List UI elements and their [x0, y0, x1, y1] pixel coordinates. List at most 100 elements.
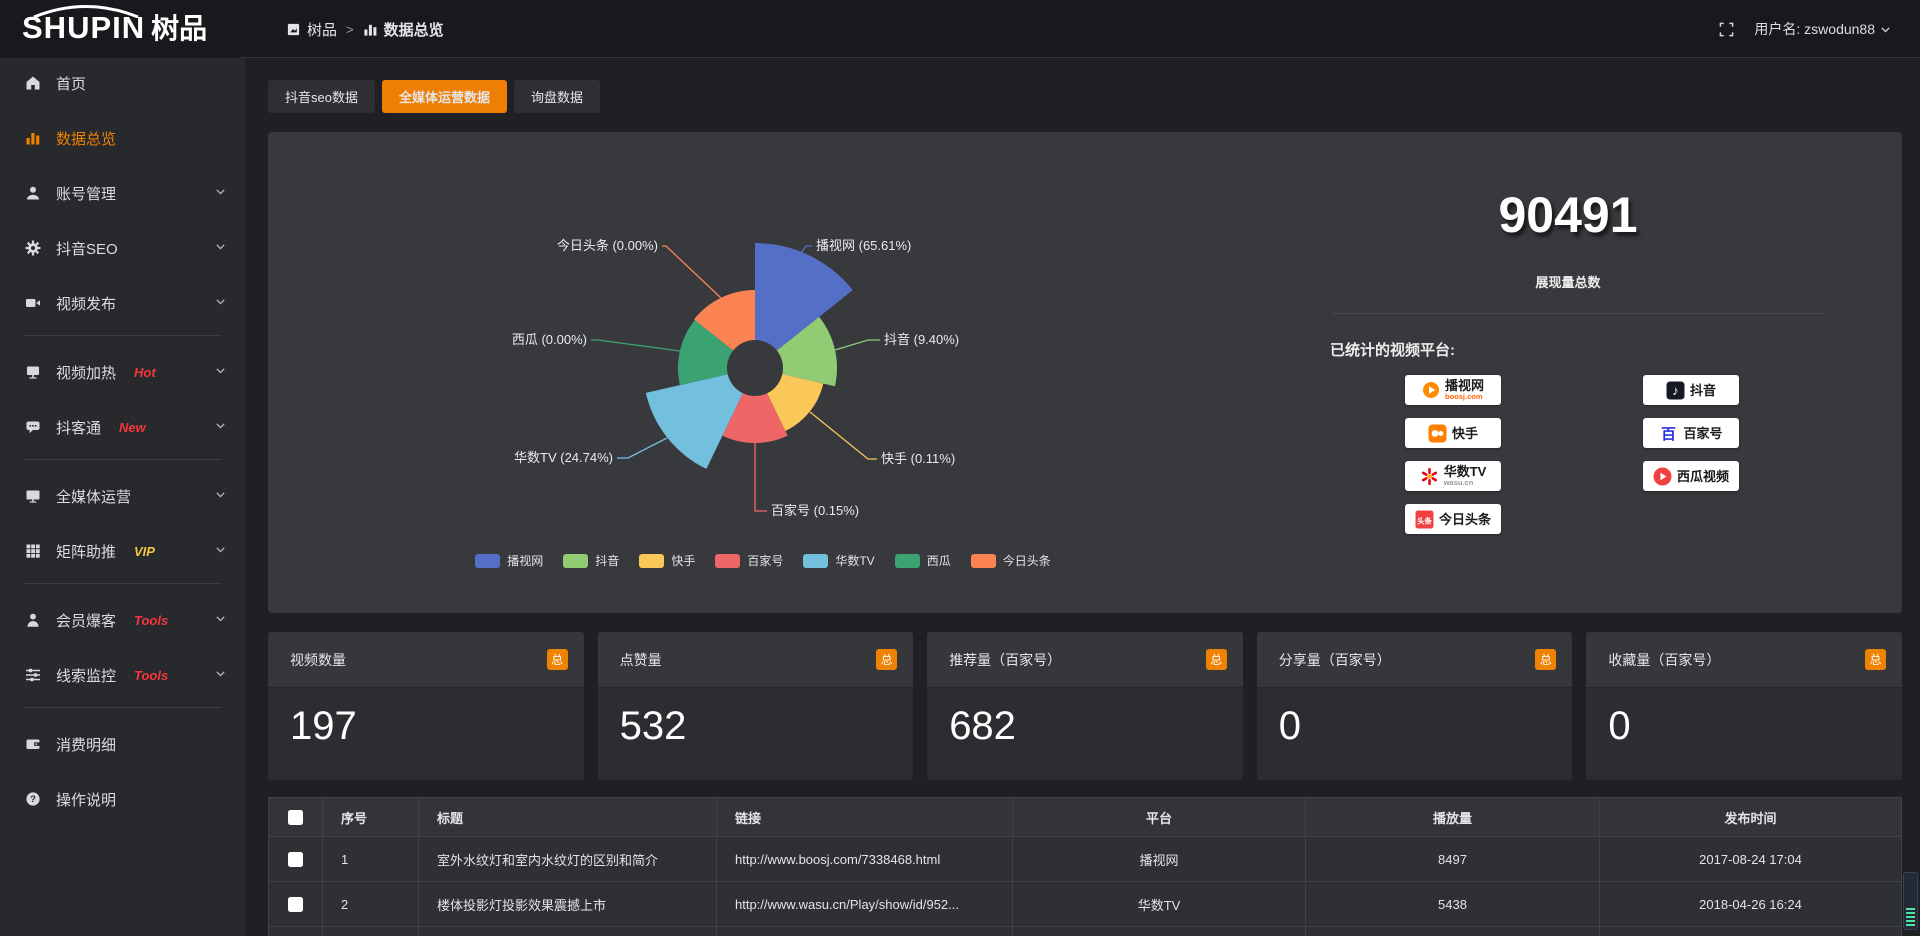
row-checkbox[interactable] [288, 896, 303, 912]
pie-slice-西瓜[interactable] [678, 319, 734, 386]
tab-label: 抖音seo数据 [285, 90, 358, 105]
stat-card-value: 197 [290, 704, 357, 748]
total-badge: 总 [876, 649, 898, 670]
platform-badge-百家号[interactable]: 百百家号 [1643, 418, 1739, 448]
douyin-icon: ♪ [1666, 381, 1685, 399]
cell-title-link[interactable]: 楼体投影灯投影效果震撼上市 [419, 882, 717, 927]
main-content: 抖音seo数据 全媒体运营数据 询盘数据 播视网 (65.61%) 抖音 (9.40%… [268, 58, 1902, 936]
legend-item-快手[interactable]: 快手 [639, 552, 695, 569]
legend-item-今日头条[interactable]: 今日头条 [970, 552, 1051, 569]
stat-card-title: 分享量（百家号） [1278, 651, 1391, 668]
sidebar-item-抖客通[interactable]: 抖客通 New [0, 404, 245, 450]
legend-label: 播视网 [507, 554, 544, 568]
chart-legend: 播视网 抖音 快手 百家号 华数TV 西瓜 今日头条 [268, 552, 1258, 569]
legend-item-华数TV[interactable]: 华数TV [803, 552, 875, 569]
pie-label: 百家号 (0.15%) [771, 503, 859, 518]
sidebar-item-线索监控[interactable]: 线索监控 Tools [0, 652, 245, 698]
chevron-down-icon [216, 422, 225, 428]
legend-swatch [715, 553, 741, 568]
breadcrumb-item[interactable]: 树品 [286, 19, 337, 40]
platform-badge-今日头条[interactable]: 头条 今日头条 [1405, 504, 1501, 534]
pie-slice-今日头条[interactable] [694, 290, 755, 351]
stat-card-title: 点赞量 [619, 651, 662, 668]
tab-询盘数据[interactable]: 询盘数据 [513, 80, 600, 113]
topbar: SHUPIN 树品 树品 > 数据总览 用户名: zswodun88 [0, 0, 1920, 58]
sidebar-item-label: 视频加热 [56, 364, 117, 382]
col-header-title: 标题 [419, 798, 717, 837]
platform-badge-西瓜视频[interactable]: 西瓜视频 [1643, 461, 1739, 491]
stat-card-value: 0 [1608, 704, 1631, 748]
svg-text:头条: 头条 [1417, 515, 1433, 525]
sidebar-item-操作说明[interactable]: ? 操作说明 [0, 776, 245, 822]
sidebar-item-消费明细[interactable]: 消费明细 [0, 721, 245, 767]
stat-card-收藏量（百家号）: 收藏量（百家号） 总 0 [1586, 632, 1902, 780]
legend-item-播视网[interactable]: 播视网 [475, 552, 543, 569]
summary-divider [1332, 313, 1824, 314]
sidebar-item-视频加热[interactable]: 视频加热 Hot [0, 349, 245, 395]
sidebar-item-全媒体运营[interactable]: 全媒体运营 [0, 473, 245, 519]
sidebar-item-badge: New [119, 419, 146, 435]
sidebar-item-label: 全媒体运营 [56, 488, 132, 506]
fullscreen-icon [1720, 22, 1734, 36]
stat-card-视频数量: 视频数量 总 197 [268, 632, 584, 780]
pie-slice-抖音[interactable] [776, 316, 837, 387]
pie-slice-快手[interactable] [767, 374, 824, 432]
legend-item-抖音[interactable]: 抖音 [563, 552, 619, 569]
sidebar-item-label: 消费明细 [56, 736, 117, 754]
kuaishou-icon [1428, 424, 1447, 442]
cell-plays: 5438 [1306, 882, 1600, 927]
cell-url-link[interactable]: http://www.wasu.cn/Play/show/id/952... [717, 882, 1013, 927]
pie-slice-播视网[interactable] [755, 243, 853, 351]
tab-label: 询盘数据 [530, 90, 583, 105]
app-logo: SHUPIN 树品 [22, 5, 207, 48]
legend-item-西瓜[interactable]: 西瓜 [894, 552, 951, 569]
cell-url-link[interactable]: http://www.boosj.com/7338468.html [717, 837, 1013, 882]
sidebar-item-会员爆客[interactable]: 会员爆客 Tools [0, 597, 245, 643]
chart-panel: 播视网 (65.61%) 抖音 (9.40%) 快手 (0.11%) 百家号 (0.1… [268, 132, 1902, 613]
legend-item-百家号[interactable]: 百家号 [715, 552, 783, 569]
chevron-down-icon [1881, 26, 1890, 32]
breadcrumb-item[interactable]: 数据总览 [363, 19, 444, 40]
app-icon [287, 23, 300, 35]
tab-label: 全媒体运营数据 [398, 90, 490, 105]
table-row: 2 楼体投影灯投影效果震撼上市 http://www.wasu.cn/Play/sh… [269, 882, 1901, 927]
sidebar-item-账号管理[interactable]: 账号管理 [0, 170, 245, 216]
platform-badge-快手[interactable]: 快手 [1405, 418, 1501, 448]
sidebar-item-视频发布[interactable]: 视频发布 [0, 280, 245, 326]
row-checkbox[interactable] [288, 851, 303, 867]
sidebar: 首页数据总览账号管理抖音SEO 视频发布视频加热 Hot 抖客通 New 全媒体运营矩阵助… [0, 58, 245, 936]
stat-card-分享量（百家号）: 分享量（百家号） 总 0 [1256, 632, 1573, 780]
user-menu[interactable]: 用户名: zswodun88 [1754, 19, 1892, 39]
legend-swatch [803, 553, 829, 568]
floating-scroll-widget[interactable] [1903, 872, 1918, 930]
chevron-down-icon [216, 670, 225, 676]
pie-label: 华数TV (24.74%) [514, 450, 613, 465]
sidebar-item-数据总览[interactable]: 数据总览 [0, 115, 245, 161]
xigua-icon [1653, 467, 1672, 485]
legend-label: 百家号 [747, 554, 784, 568]
pie-slice-百家号[interactable] [722, 393, 788, 443]
platform-badge-华数TV[interactable]: 华数TV wasu.cn [1405, 461, 1501, 491]
platform-name: 西瓜视频 [1676, 468, 1729, 484]
tab-全媒体运营数据[interactable]: 全媒体运营数据 [381, 80, 507, 113]
video-table: 序号 标题 链接 平台 播放量 发布时间 1 室外水纹灯和室内水纹灯的区别和简介 http://… [268, 797, 1902, 936]
cell-platform: 播视网 [1013, 837, 1306, 882]
legend-swatch [639, 553, 665, 568]
sidebar-item-矩阵助推[interactable]: 矩阵助推 VIP [0, 528, 245, 574]
sliders-icon [26, 668, 40, 682]
platform-badge-抖音[interactable]: ♪ 抖音 [1643, 375, 1739, 405]
pie-slice-华数TV[interactable] [645, 374, 743, 469]
topbar-divider [240, 57, 1920, 58]
cell-title-link[interactable]: 室外水纹灯和室内水纹灯的区别和简介 [419, 837, 717, 882]
sidebar-item-抖音SEO[interactable]: 抖音SEO [0, 225, 245, 271]
sidebar-item-首页[interactable]: 首页 [0, 60, 245, 106]
toutiao-icon: 头条 [1415, 510, 1434, 528]
fullscreen-icon[interactable] [1719, 22, 1734, 37]
platform-badge-播视网[interactable]: 播视网 boosj.com [1405, 375, 1501, 405]
pie-label: 西瓜 (0.00%) [512, 332, 587, 347]
tab-抖音seo数据[interactable]: 抖音seo数据 [268, 80, 375, 113]
grid-icon [26, 544, 40, 558]
rose-pie-chart[interactable]: 播视网 (65.61%) 抖音 (9.40%) 快手 (0.11%) 百家号 (0.1… [268, 132, 1268, 562]
platform-column-left: 播视网 boosj.com 快手华数TV wasu.cn 头条 今日头条 [1405, 375, 1501, 534]
select-all-checkbox[interactable] [288, 809, 303, 825]
